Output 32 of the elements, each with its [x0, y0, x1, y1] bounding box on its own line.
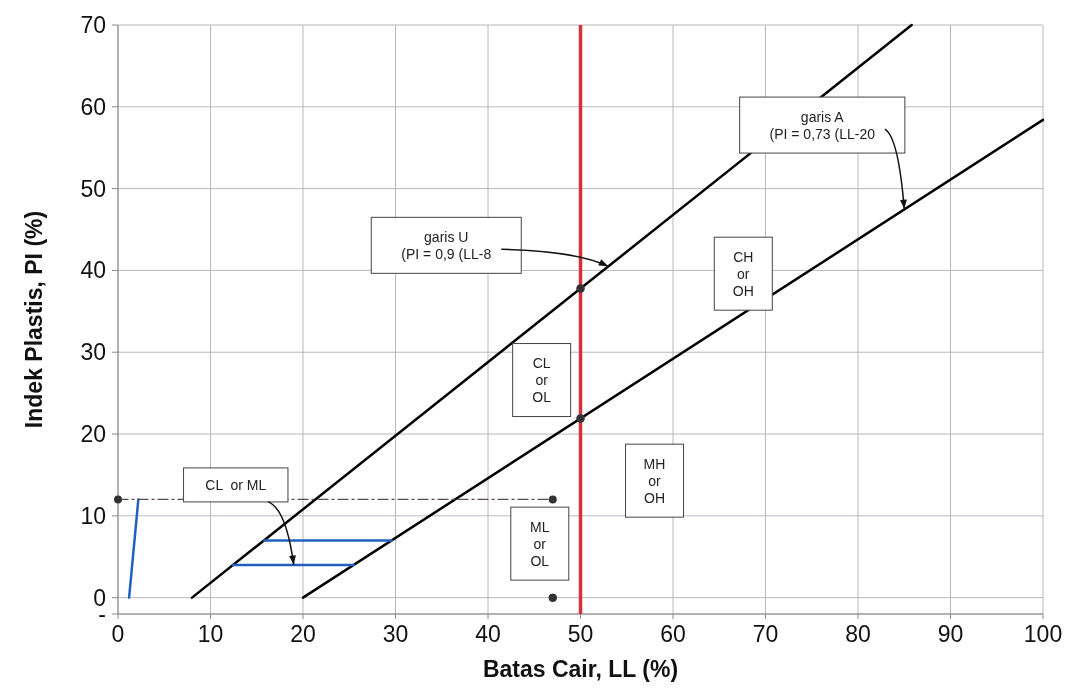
x-tick-label: 70	[752, 621, 779, 647]
point	[548, 495, 557, 504]
x-tick-label: 50	[567, 621, 594, 647]
point	[114, 495, 122, 504]
annotation: garis U (PI = 0,9 (LL-8	[401, 228, 492, 262]
annotation: ML or OL	[530, 518, 550, 569]
y-tick-label: 30	[80, 339, 106, 366]
annotation: CL or OL	[532, 355, 552, 406]
x-tick-label: 40	[475, 621, 501, 647]
y-tick-label: 50	[80, 175, 106, 202]
x-tick-label: 100	[1023, 621, 1063, 647]
y-tick-label: 60	[80, 93, 106, 120]
annotation: garis A (PI = 0,73 (LL-20	[769, 108, 876, 142]
y-tick-label: 10	[80, 502, 106, 529]
x-tick-label: 80	[845, 621, 871, 647]
x-tick-label: 10	[197, 621, 224, 647]
x-tick-label: 30	[382, 621, 409, 647]
x-axis-title: Batas Cair, LL (%)	[482, 656, 679, 682]
point	[576, 414, 585, 423]
annotation: MH or OH	[643, 455, 666, 506]
x-tick-label: 20	[290, 621, 316, 647]
x-tick-label: 90	[937, 621, 964, 647]
y-tick-label: 20	[80, 421, 106, 448]
annotation: CH or OH	[732, 248, 754, 299]
y-tick-label: 40	[80, 257, 106, 284]
x-tick-label: 0	[111, 621, 125, 647]
y-axis-title: Indek Plastis, PI (%)	[21, 210, 47, 429]
annotation: CL or ML	[205, 476, 267, 493]
point	[576, 284, 585, 293]
point	[548, 593, 557, 602]
y-tick-label: 70	[80, 12, 106, 38]
x-tick-label: 60	[660, 621, 686, 647]
